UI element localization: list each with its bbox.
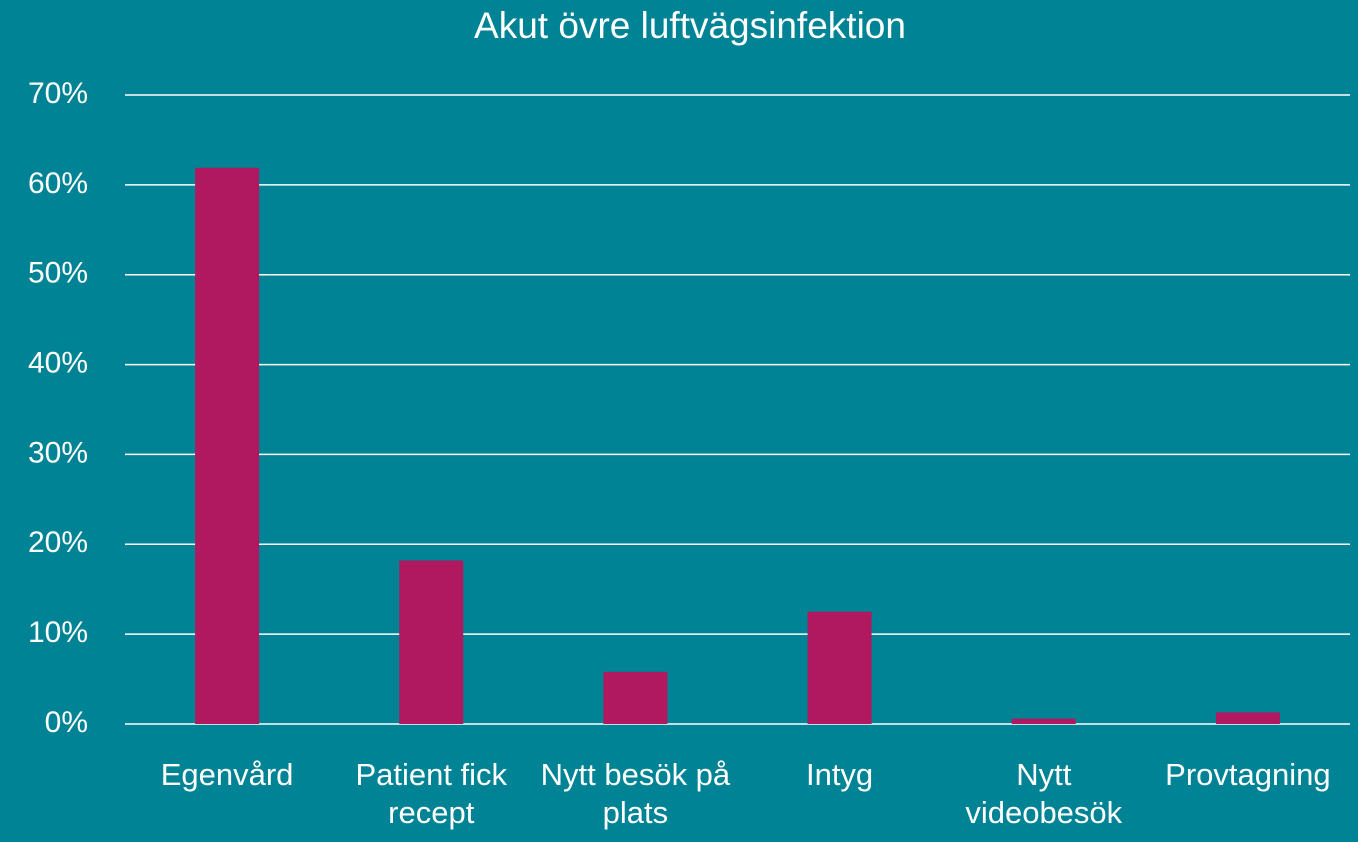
x-tick-label: Intyg — [805, 757, 874, 792]
y-tick-label: 30% — [28, 436, 88, 469]
y-tick-label: 20% — [28, 526, 88, 559]
chart-title: Akut övre luftvägsinfektion — [474, 5, 906, 46]
y-tick-label: 40% — [28, 346, 88, 379]
bar — [195, 167, 260, 724]
bar — [807, 611, 872, 724]
bar — [1215, 712, 1280, 724]
bar — [399, 560, 464, 724]
x-tick-label: Provtagning — [1165, 757, 1331, 792]
x-tick-label: Nytt videobesök — [965, 757, 1123, 830]
y-tick-label: 10% — [28, 616, 88, 649]
x-tick-label: Nytt besök på plats — [540, 757, 731, 830]
bar — [603, 671, 668, 724]
x-tick-label: Egenvård — [160, 757, 294, 792]
y-tick-label: 50% — [28, 257, 88, 290]
y-tick-label: 60% — [28, 167, 88, 200]
bar — [1011, 718, 1076, 724]
y-tick-label: 70% — [28, 77, 88, 110]
x-tick-label: Patient fick recept — [355, 757, 508, 830]
y-tick-label: 0% — [45, 706, 88, 739]
